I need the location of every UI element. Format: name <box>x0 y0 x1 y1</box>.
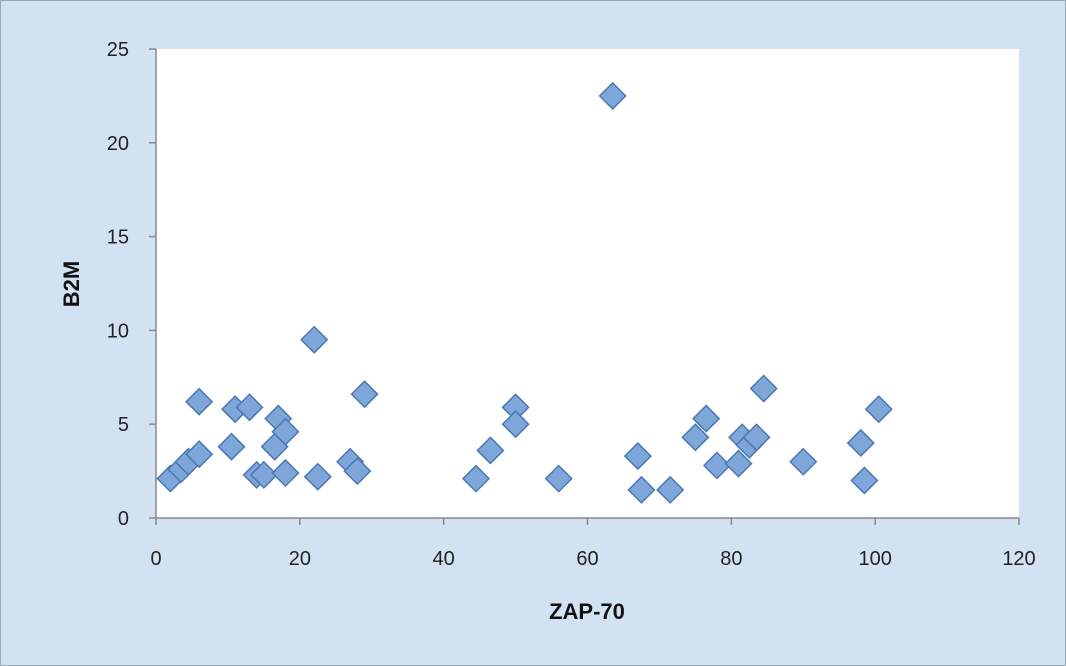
data-point <box>303 462 332 491</box>
data-point <box>623 442 652 471</box>
x-tick-label: 120 <box>1002 548 1035 570</box>
data-point <box>850 466 879 495</box>
x-tick-label: 0 <box>150 548 161 570</box>
data-point <box>544 464 573 493</box>
data-point <box>185 440 214 469</box>
data-point <box>217 432 246 461</box>
y-tick-label: 5 <box>118 414 129 436</box>
y-tick-label: 0 <box>118 508 129 530</box>
tick-labels: 0 20 40 60 80 100 120 0 5 10 15 20 25 <box>107 39 1036 570</box>
data-point <box>681 423 710 452</box>
axes <box>149 48 1020 525</box>
data-point <box>846 428 875 458</box>
data-point <box>185 387 214 416</box>
data-point <box>461 464 491 493</box>
x-axis-title: ZAP-70 <box>549 599 625 624</box>
y-tick-label: 10 <box>107 320 129 342</box>
data-point <box>271 458 300 488</box>
y-tick-label: 25 <box>107 39 129 61</box>
data-points <box>156 81 893 504</box>
data-point <box>300 325 329 354</box>
data-point <box>598 81 627 110</box>
data-point <box>476 436 505 465</box>
data-point <box>749 374 778 403</box>
data-point <box>692 404 721 433</box>
x-tick-label: 60 <box>576 548 598 570</box>
data-point <box>501 410 530 439</box>
data-point <box>249 460 278 489</box>
x-tick-label: 20 <box>289 548 311 570</box>
data-point <box>235 393 264 422</box>
data-point <box>702 451 732 480</box>
data-point <box>742 423 771 452</box>
data-point <box>271 417 300 446</box>
x-tick-label: 40 <box>433 548 455 570</box>
data-point <box>864 395 893 424</box>
data-point <box>789 447 818 476</box>
data-point <box>724 449 753 478</box>
data-point <box>627 475 656 504</box>
x-tick-label: 100 <box>858 548 891 570</box>
y-axis-title: B2M <box>59 261 84 307</box>
y-tick-label: 20 <box>107 133 129 155</box>
data-point <box>656 475 685 504</box>
x-tick-label: 80 <box>720 548 742 570</box>
data-point <box>343 457 372 486</box>
data-point <box>350 380 379 409</box>
y-tick-label: 15 <box>107 227 129 249</box>
plot-area <box>156 49 1019 518</box>
